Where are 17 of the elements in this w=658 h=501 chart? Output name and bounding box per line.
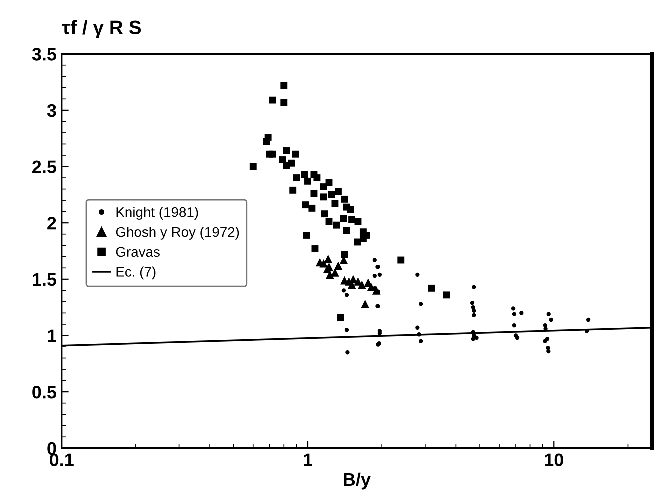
y-tick-label: 3.5 [32, 48, 56, 61]
y-tick-label: 3 [47, 104, 56, 118]
legend-label: Gravas [116, 247, 160, 258]
legend-label: Ec. (7) [116, 266, 156, 280]
y-tick-label: 1.5 [33, 274, 56, 286]
legend-label: Ghosh y Roy (1972) [116, 226, 240, 240]
x-axis-title: B/y [344, 472, 371, 490]
y-tick-label: 2 [48, 217, 56, 230]
x-tick-label: 10 [545, 454, 564, 467]
y-tick-label: 1 [48, 330, 56, 342]
legend-label: Knight (1981) [116, 207, 198, 220]
y-axis-title: τf / γ R S [62, 20, 142, 38]
y-tick-label: 0 [48, 442, 56, 456]
x-tick-label: 1 [304, 454, 313, 466]
y-tick-label: 0.5 [32, 386, 56, 399]
x-tick-label: 0.1 [50, 454, 74, 467]
y-tick-label: 2.5 [32, 160, 56, 174]
